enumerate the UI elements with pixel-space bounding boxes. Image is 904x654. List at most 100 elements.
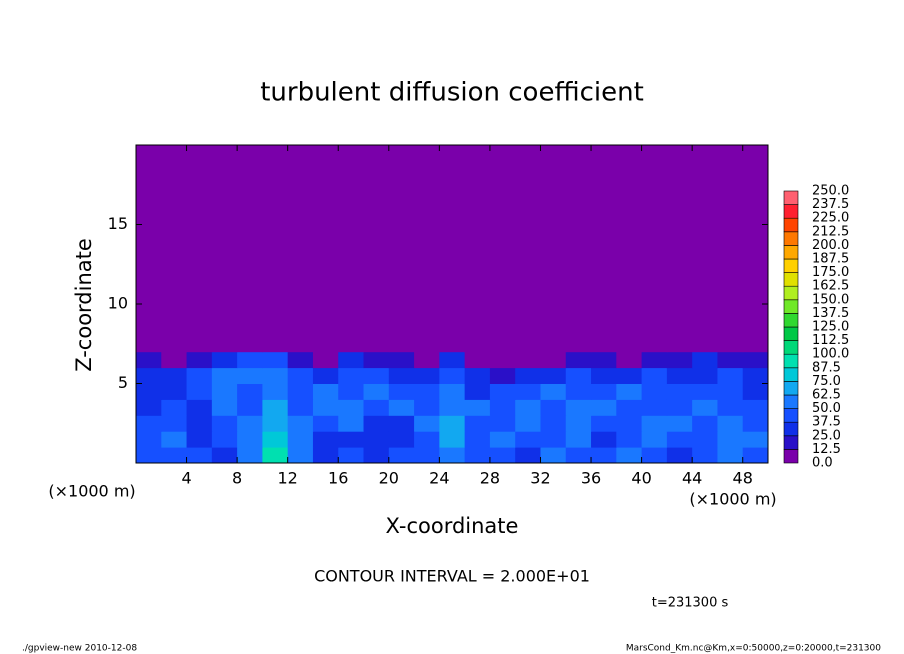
annotation: CONTOUR INTERVAL = 2.000E+01	[314, 567, 590, 586]
field-cell	[363, 447, 390, 464]
time-label: t=231300 s	[652, 596, 729, 611]
field-cell	[717, 447, 744, 464]
field-cell	[464, 447, 491, 464]
field-cell	[439, 367, 466, 384]
colorbar-label: 0.0	[812, 456, 833, 471]
field-cell	[464, 399, 491, 416]
field-cell	[616, 447, 643, 464]
field-cell	[742, 447, 769, 464]
field-cell	[439, 431, 466, 448]
field-cell	[692, 447, 718, 464]
field-cell	[464, 367, 491, 384]
field-cell	[641, 447, 668, 464]
field-cell	[237, 335, 263, 353]
field-cell	[717, 367, 744, 384]
field-cell	[717, 415, 744, 432]
colorbar-label: 100.0	[812, 347, 849, 362]
field-cell	[136, 415, 162, 432]
field-cell	[388, 415, 415, 432]
y-unit: (×1000 m)	[48, 482, 135, 501]
field-cell	[363, 335, 390, 353]
field-cell	[565, 383, 592, 400]
field-cell	[414, 335, 440, 353]
field-cell	[616, 383, 643, 400]
field-cell	[439, 447, 466, 464]
colorbar-box	[783, 381, 799, 396]
field-cell	[540, 415, 567, 432]
field-cell	[312, 351, 339, 369]
field-cell	[565, 415, 592, 432]
x-tick-label: 32	[530, 469, 550, 488]
field-cell	[363, 431, 390, 448]
colorbar-box	[783, 190, 799, 205]
field-cell	[692, 431, 718, 448]
colorbar-box	[783, 367, 799, 382]
colorbar-label: 250.0	[812, 184, 849, 199]
field-cell	[186, 399, 213, 416]
field-cell	[262, 447, 289, 464]
colorbar-label: 50.0	[812, 401, 841, 416]
field-cell	[464, 431, 491, 448]
colorbar-label: 37.5	[812, 415, 841, 430]
field-cell	[262, 415, 289, 432]
colorbar-box	[783, 435, 799, 450]
x-tick-label: 4	[181, 469, 191, 488]
field-cell	[489, 383, 516, 400]
colorbar-box	[783, 245, 799, 260]
field-cell	[388, 399, 415, 416]
field-cell	[312, 431, 339, 448]
field-cell	[287, 383, 314, 400]
field-cell	[439, 399, 466, 416]
field-cell	[717, 431, 744, 448]
field-cell	[136, 399, 162, 416]
field-cell	[312, 383, 339, 400]
field-cell	[237, 415, 263, 432]
field-cell	[312, 447, 339, 464]
field-cell	[414, 383, 440, 400]
colorbar-box	[783, 299, 799, 314]
field-cell	[388, 383, 415, 400]
field-cell	[136, 367, 162, 384]
colorbar-label: 187.5	[812, 252, 849, 267]
field-cell	[616, 399, 643, 416]
x-tick-label: 36	[581, 469, 601, 488]
field-cell	[363, 383, 390, 400]
field-cell	[161, 335, 188, 353]
field-cell	[363, 367, 390, 384]
field-cell	[262, 383, 289, 400]
field-cell	[338, 335, 365, 353]
field-cell	[186, 367, 213, 384]
field-cell	[742, 431, 769, 448]
field-cell	[641, 367, 668, 384]
field-cell	[515, 447, 541, 464]
field-cell	[262, 431, 289, 448]
field-cell	[565, 335, 592, 353]
field-cell	[338, 367, 365, 384]
x-tick-label: 12	[278, 469, 298, 488]
field-cell	[717, 351, 744, 369]
field-cell	[616, 335, 643, 353]
field-cell	[565, 399, 592, 416]
field-cell	[262, 399, 289, 416]
field-cell	[464, 415, 491, 432]
field-cell	[565, 431, 592, 448]
field-cell	[515, 415, 541, 432]
field-cell	[489, 415, 516, 432]
field-cell	[692, 335, 718, 353]
field-cell	[742, 351, 769, 369]
x-tick-label: 24	[429, 469, 449, 488]
field-cell	[338, 383, 365, 400]
field-cell	[641, 383, 668, 400]
field-cell	[565, 351, 592, 369]
field-cell	[161, 351, 188, 369]
y-tick-label: 10	[108, 294, 128, 313]
field-cell	[312, 367, 339, 384]
field-cell	[489, 351, 516, 369]
field-cell	[186, 431, 213, 448]
field-cell	[641, 351, 668, 369]
colorbar-label: 150.0	[812, 292, 849, 307]
field-cell	[641, 431, 668, 448]
y-tick-label: 15	[108, 214, 128, 233]
field-cell	[439, 383, 466, 400]
